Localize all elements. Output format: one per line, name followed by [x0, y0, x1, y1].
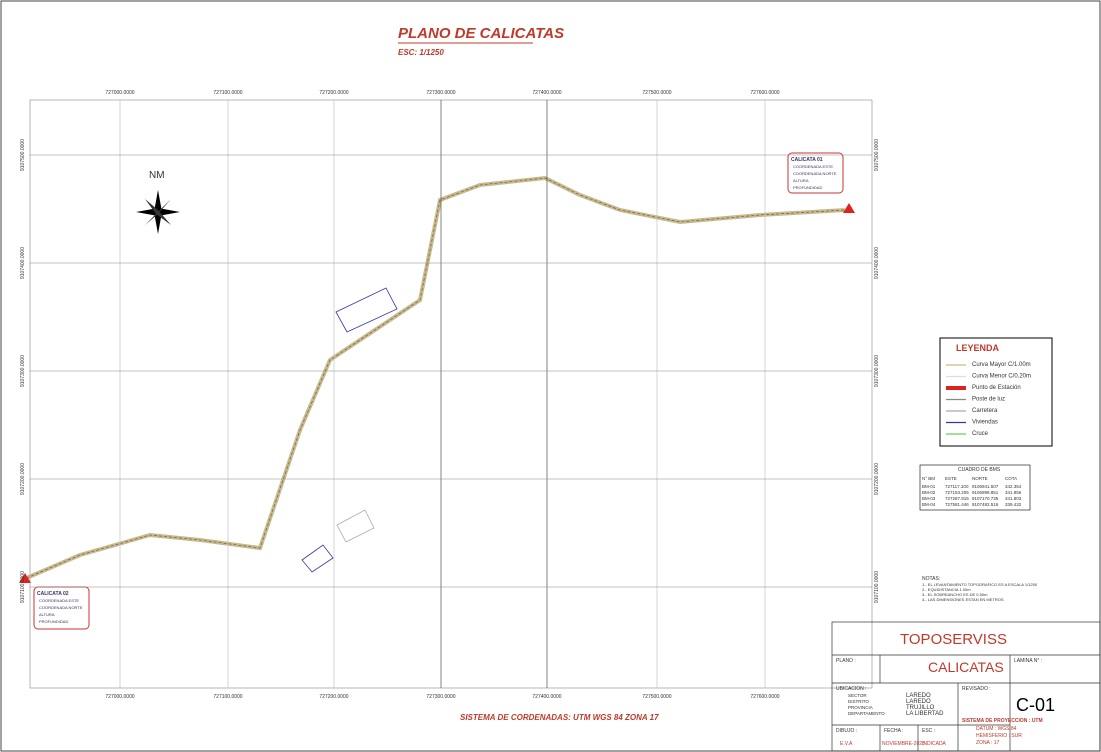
north-label: NM	[149, 170, 165, 181]
bm-cell: BM-04	[922, 502, 936, 507]
bm-cell: 727117.100	[945, 484, 969, 489]
x-coord-label: 727000.0000	[105, 90, 134, 96]
calicata-name: CALICATA 02	[37, 591, 69, 597]
legend-item: Curva Mayor C/1.00m	[972, 362, 1031, 368]
datum: DATUM : WGS 84	[976, 726, 1017, 732]
legend-item: Cruce	[972, 431, 989, 437]
ubicacion-value: LA LIBERTAD	[906, 711, 944, 717]
calicata-line: COORDENADA NORTE	[793, 171, 837, 176]
bm-cell: 342.354	[1005, 484, 1022, 489]
plano: CALICATAS	[928, 659, 1004, 675]
ubicacion-key: SECTOR	[848, 693, 867, 698]
bm-table-title: CUADRO DE BMS	[958, 467, 1001, 473]
ubicacion-key: PROVINCIA	[848, 705, 873, 710]
bm-cell: 727153.205	[945, 490, 969, 495]
legend-item: Curva Menor C/0.20m	[972, 374, 1031, 380]
fecha-label: FECHA :	[884, 728, 903, 734]
bm-cell: BM-03	[922, 496, 936, 501]
calicata-line: PROFUNDIDAD	[793, 185, 822, 190]
esc-label: ESC :	[922, 728, 935, 734]
bm-cell: BM-02	[922, 490, 936, 495]
bm-header: COTA	[1005, 476, 1017, 481]
y-coord-label: 9107300.0000	[20, 355, 26, 387]
dibujo-label: DIBUJO :	[836, 728, 857, 734]
x-coord-label: 727200.0000	[319, 694, 348, 700]
x-coord-label: 727300.0000	[426, 694, 455, 700]
hemisferio: HEMISFERIO : SUR	[976, 733, 1022, 739]
company: TOPOSERVISS	[900, 631, 1007, 648]
bm-header: N° BM	[922, 476, 935, 481]
x-coord-label: 727100.0000	[213, 90, 242, 96]
bm-header: ESTE	[945, 476, 957, 481]
calicata-name: CALICATA 01	[791, 157, 823, 163]
y-coord-label: 9107200.0000	[874, 463, 880, 495]
sistema: SISTEMA DE PROYECCION : UTM	[962, 718, 1043, 724]
ubicacion-label: UBICACION :	[836, 686, 867, 692]
x-coord-label: 727600.0000	[750, 90, 779, 96]
legend-item: Viviendas	[972, 420, 998, 426]
bm-cell: 339.432	[1005, 502, 1022, 507]
bm-cell: 9106998.851	[972, 490, 999, 495]
y-coord-label: 9107200.0000	[20, 463, 26, 495]
calicata-line: ALTURA	[793, 178, 809, 183]
esc: INDICADA	[922, 741, 947, 747]
x-coord-label: 727400.0000	[532, 90, 561, 96]
bm-cell: 727581.446	[945, 502, 969, 507]
legend-title: LEYENDA	[956, 343, 1000, 353]
bm-cell: 9107170.735	[972, 496, 999, 501]
x-coord-label: 727300.0000	[426, 90, 455, 96]
y-coord-label: 9107500.0000	[874, 139, 880, 171]
x-coord-label: 727400.0000	[532, 694, 561, 700]
caption: SISTEMA DE CORDENADAS: UTM WGS 84 ZONA 1…	[460, 713, 659, 722]
calicata-line: PROFUNDIDAD	[39, 619, 68, 624]
plan-sheet: PLANO DE CALICATAS ESC: 1/1250 SISTEMA D…	[0, 0, 1101, 752]
dibujo: E.V.A	[840, 741, 853, 747]
bm-cell: 341.803	[1005, 496, 1022, 501]
ubicacion-key: DISTRITO	[848, 699, 869, 704]
bm-cell: 341.956	[1005, 490, 1022, 495]
calicata-line: ALTURA	[39, 612, 55, 617]
legend-item: Carretera	[972, 408, 998, 414]
fecha: NOVIEMBRE-2023	[882, 741, 925, 747]
y-coord-label: 9107400.0000	[20, 247, 26, 279]
note-line: 4.- LAS DIMENSIONES ESTAN EN METROS	[922, 597, 1004, 602]
x-coord-label: 727000.0000	[105, 694, 134, 700]
x-coord-label: 727500.0000	[642, 90, 671, 96]
x-coord-label: 727600.0000	[750, 694, 779, 700]
y-coord-label: 9107100.0000	[20, 571, 26, 603]
bm-cell: 727287.915	[945, 496, 969, 501]
bm-cell: 9106941.507	[972, 484, 999, 489]
calicata-line: COORDENADA ESTE	[793, 164, 833, 169]
bm-header: NORTE	[972, 476, 988, 481]
legend-item: Poste de luz	[972, 397, 1005, 403]
calicata-line: COORDENADA NORTE	[39, 605, 83, 610]
y-coord-label: 9107300.0000	[874, 355, 880, 387]
bm-cell: BM-01	[922, 484, 936, 489]
legend-item: Punto de Estación	[972, 385, 1021, 391]
title: PLANO DE CALICATAS	[398, 25, 564, 42]
legend-box	[940, 338, 1052, 446]
calicata-line: COORDENADA ESTE	[39, 598, 79, 603]
scale: ESC: 1/1250	[398, 48, 444, 57]
ubicacion-key: DEPARTAMENTO	[848, 711, 885, 716]
bm-cell: 9107482.516	[972, 502, 999, 507]
revisado-label: REVISADO :	[962, 686, 991, 692]
y-coord-label: 9107500.0000	[20, 139, 26, 171]
x-coord-label: 727500.0000	[642, 694, 671, 700]
x-coord-label: 727100.0000	[213, 694, 242, 700]
x-coord-label: 727200.0000	[319, 90, 348, 96]
y-coord-label: 9107400.0000	[874, 247, 880, 279]
plano-label: PLANO :	[836, 658, 856, 664]
zona: ZONA : 17	[976, 740, 1000, 746]
y-coord-label: 9107100.0000	[874, 571, 880, 603]
lamina-label: LAMINA N° :	[1014, 658, 1042, 664]
lamina: C-01	[1016, 695, 1055, 715]
